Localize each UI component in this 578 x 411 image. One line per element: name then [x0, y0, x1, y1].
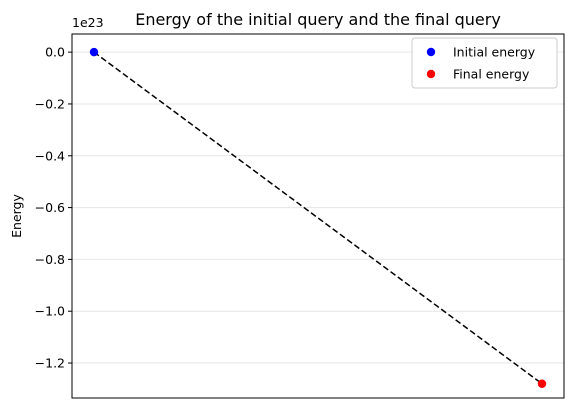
initial-energy-point — [89, 47, 99, 57]
y-tick-label: 0.0 — [45, 45, 65, 60]
y-tick-label: −0.2 — [35, 96, 65, 111]
plot-data — [89, 47, 547, 388]
y-offset-label: 1e23 — [72, 15, 104, 30]
legend-marker — [426, 47, 436, 57]
legend-label: Final energy — [453, 67, 530, 82]
y-tick-label: −1.0 — [35, 304, 65, 319]
legend-label: Initial energy — [453, 45, 536, 60]
y-axis-label: Energy — [9, 194, 24, 238]
y-tick-label: −0.6 — [35, 200, 65, 215]
final-energy-point — [537, 379, 547, 388]
plot-frame — [71, 33, 565, 399]
legend-box — [411, 37, 558, 89]
legend-marker — [426, 69, 436, 79]
connector-line — [93, 51, 543, 385]
grid-lines — [72, 51, 564, 364]
y-tick-label: −1.2 — [35, 356, 65, 371]
y-tick-label: −0.8 — [35, 252, 65, 267]
legend: Initial energy Final energy — [411, 37, 558, 89]
y-axis-ticks: 0.0 −0.2 −0.4 −0.6 −0.8 −1.0 −1.2 — [35, 45, 72, 371]
y-tick-label: −0.4 — [35, 148, 65, 163]
chart-title: Energy of the initial query and the fina… — [135, 10, 501, 29]
